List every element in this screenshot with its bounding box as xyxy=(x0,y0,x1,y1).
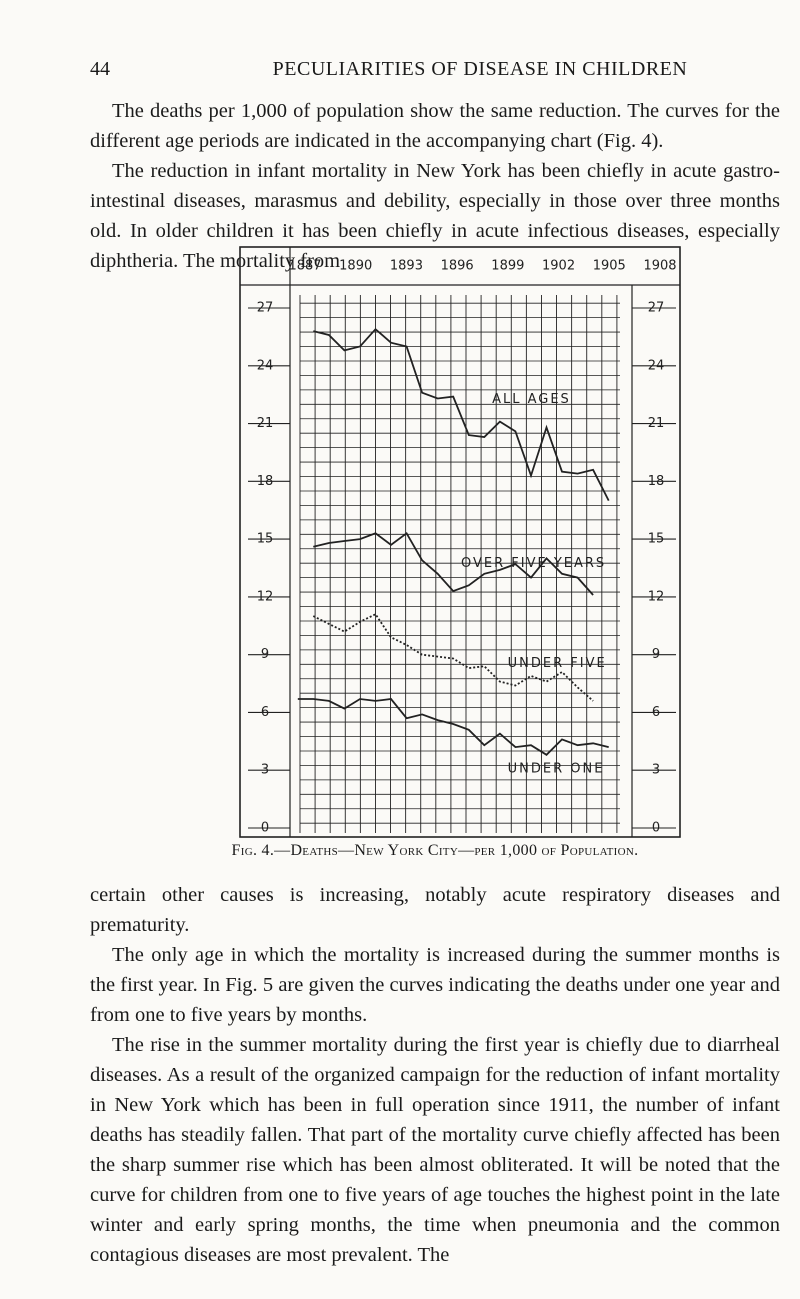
text-bottom: certain other causes is increasing, nota… xyxy=(90,880,780,1270)
y-tick-label: 0 xyxy=(652,821,660,836)
series-label: UNDER FIVE xyxy=(508,656,607,671)
paragraph: The rise in the summer mortality during … xyxy=(90,1034,780,1266)
caption: Fig. 4.—Deaths—New York City—per 1,000 o… xyxy=(231,842,639,859)
running-title: PECULIARITIES OF DISEASE IN CHILDREN xyxy=(272,58,688,80)
y-tick-label: 9 xyxy=(652,647,660,662)
text-top: The deaths per 1,000 of population show … xyxy=(90,96,780,276)
y-tick-label: 21 xyxy=(648,416,665,431)
y-tick-label: 24 xyxy=(648,358,665,373)
x-tick-label: 1893 xyxy=(390,259,423,274)
y-tick-label: 12 xyxy=(648,589,665,604)
x-tick-label: 1887 xyxy=(288,259,321,274)
y-tick-label: 18 xyxy=(257,474,274,489)
series-label: OVER FIVE YEARS xyxy=(461,556,606,571)
y-tick-label: 18 xyxy=(648,474,665,489)
paragraph: The deaths per 1,000 of population show … xyxy=(90,100,780,152)
page-number: 44 xyxy=(90,58,110,80)
x-tick-label: 1899 xyxy=(491,259,524,274)
paragraph: certain other causes is increasing, nota… xyxy=(90,884,780,936)
y-tick-label: 27 xyxy=(648,301,665,316)
y-tick-label: 6 xyxy=(652,705,660,720)
series-line xyxy=(297,698,609,756)
y-tick-label: 3 xyxy=(652,763,660,778)
chart-frame xyxy=(239,246,681,838)
series-line xyxy=(312,613,594,702)
y-tick-label: 6 xyxy=(261,705,269,720)
series-line xyxy=(313,327,610,502)
series-line xyxy=(313,531,594,596)
y-tick-label: 15 xyxy=(648,532,665,547)
y-tick-label: 0 xyxy=(261,821,269,836)
y-tick-label: 9 xyxy=(261,647,269,662)
series-label: UNDER ONE xyxy=(508,762,605,777)
y-tick-label: 12 xyxy=(257,589,274,604)
x-tick-label: 1896 xyxy=(441,259,474,274)
paragraph: The reduction in infant mortality in New… xyxy=(90,160,780,272)
y-tick-label: 15 xyxy=(257,532,274,547)
paragraph: The only age in which the mortality is i… xyxy=(90,944,780,1026)
x-tick-label: 1908 xyxy=(643,259,676,274)
series-label: ALL AGES xyxy=(492,392,571,407)
x-tick-label: 1902 xyxy=(542,259,575,274)
y-tick-label: 21 xyxy=(257,416,274,431)
y-tick-label: 24 xyxy=(257,358,274,373)
y-tick-label: 3 xyxy=(261,763,269,778)
x-tick-label: 1905 xyxy=(593,259,626,274)
x-tick-label: 1890 xyxy=(339,259,372,274)
y-tick-label: 27 xyxy=(257,301,274,316)
